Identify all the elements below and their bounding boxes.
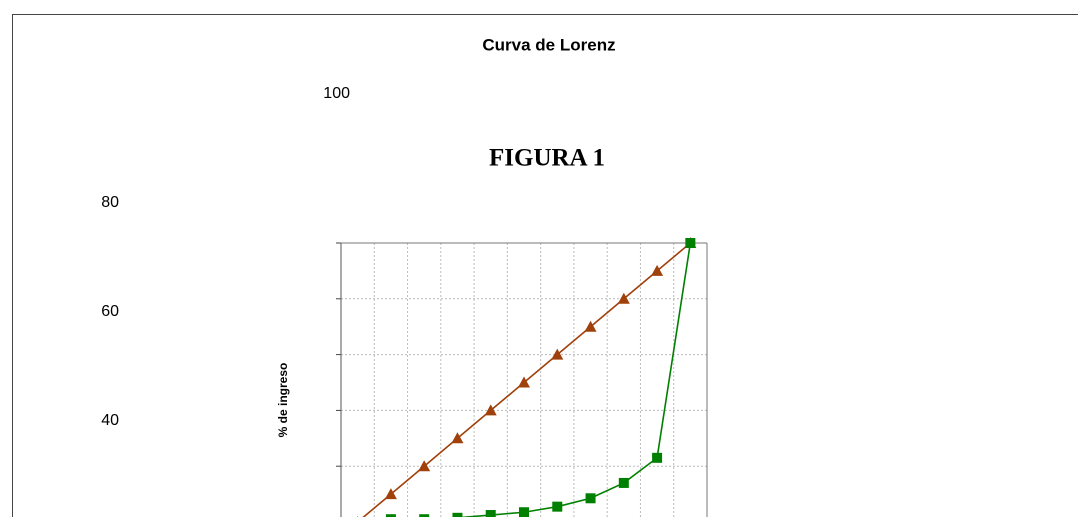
marker-square bbox=[452, 512, 463, 517]
marker-square bbox=[685, 238, 696, 248]
marker-square bbox=[419, 514, 430, 517]
y-tick-label: 60 bbox=[101, 303, 119, 320]
marker-triangle bbox=[518, 376, 530, 388]
marker-triangle bbox=[418, 460, 431, 472]
y-tick-label: 80 bbox=[101, 194, 119, 211]
marker-triangle bbox=[617, 292, 630, 304]
chart-frame bbox=[12, 14, 1078, 517]
marker-triangle bbox=[584, 320, 597, 332]
marker-triangle bbox=[651, 264, 664, 276]
marker-triangle bbox=[551, 348, 564, 360]
chart-subtitle: FIGURA 1 bbox=[489, 145, 605, 172]
chart-title: Curva de Lorenz bbox=[482, 35, 615, 54]
marker-square bbox=[585, 493, 596, 504]
marker-square bbox=[552, 501, 563, 512]
marker-square bbox=[618, 477, 629, 488]
marker-triangle bbox=[484, 404, 497, 416]
marker-triangle bbox=[384, 488, 397, 500]
y-axis-label: % de ingreso bbox=[276, 363, 290, 438]
marker-square bbox=[652, 452, 663, 463]
y-tick-label: 40 bbox=[101, 412, 119, 429]
marker-square bbox=[519, 507, 529, 517]
y-tick-label: 100 bbox=[323, 85, 350, 102]
marker-square bbox=[485, 510, 496, 517]
marker-triangle bbox=[451, 432, 464, 444]
marker-square bbox=[385, 514, 396, 517]
